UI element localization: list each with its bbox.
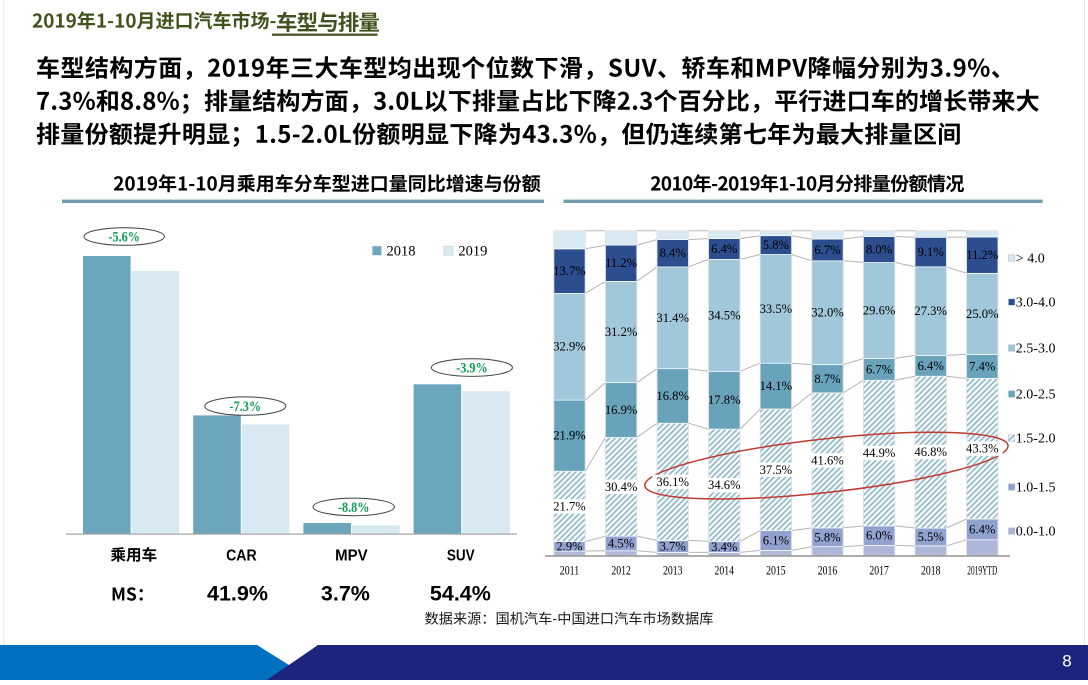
svg-text:2018: 2018 — [921, 563, 941, 578]
svg-text:34.5%: 34.5% — [708, 308, 741, 322]
svg-text:36.1%: 36.1% — [656, 475, 689, 489]
svg-text:1.5-2.0: 1.5-2.0 — [1016, 432, 1056, 447]
svg-text:> 4.0: > 4.0 — [1016, 252, 1045, 267]
svg-text:2.0-2.5: 2.0-2.5 — [1016, 388, 1056, 403]
svg-text:2016: 2016 — [818, 563, 838, 578]
svg-text:43.3%: 43.3% — [966, 442, 999, 456]
svg-text:-3.9%: -3.9% — [456, 361, 488, 377]
svg-text:3.7%: 3.7% — [321, 581, 370, 605]
svg-text:30.4%: 30.4% — [605, 480, 638, 494]
svg-text:2011: 2011 — [560, 563, 580, 578]
svg-text:41.6%: 41.6% — [811, 453, 844, 467]
svg-text:-7.3%: -7.3% — [230, 399, 262, 415]
svg-text:8.0%: 8.0% — [866, 243, 893, 257]
svg-text:6.1%: 6.1% — [763, 534, 790, 548]
svg-text:11.2%: 11.2% — [605, 256, 638, 270]
svg-text:6.4%: 6.4% — [711, 242, 738, 256]
svg-text:-8.8%: -8.8% — [338, 500, 370, 516]
svg-text:17.8%: 17.8% — [708, 393, 741, 407]
svg-text:2014: 2014 — [715, 563, 735, 578]
svg-text:2.5-3.0: 2.5-3.0 — [1016, 342, 1056, 357]
svg-text:0.0-1.0: 0.0-1.0 — [1016, 525, 1056, 540]
svg-text:6.4%: 6.4% — [969, 522, 996, 536]
svg-text:54.4%: 54.4% — [430, 581, 491, 605]
svg-text:21.9%: 21.9% — [553, 429, 586, 443]
svg-text:14.1%: 14.1% — [760, 379, 793, 393]
svg-text:34.6%: 34.6% — [708, 478, 741, 492]
svg-text:2015: 2015 — [766, 563, 786, 578]
svg-text:37.5%: 37.5% — [760, 463, 793, 477]
svg-text:5.8%: 5.8% — [763, 238, 790, 252]
svg-text:2017: 2017 — [869, 563, 889, 578]
svg-text:5.5%: 5.5% — [918, 530, 945, 544]
svg-text:6.7%: 6.7% — [866, 362, 893, 376]
svg-text:29.6%: 29.6% — [863, 304, 896, 318]
svg-text:31.2%: 31.2% — [605, 325, 638, 339]
svg-text:2013: 2013 — [663, 563, 683, 578]
svg-text:3.4%: 3.4% — [711, 540, 738, 554]
svg-text:8: 8 — [1062, 652, 1071, 671]
svg-text:8.7%: 8.7% — [814, 372, 841, 386]
svg-text:16.9%: 16.9% — [605, 403, 638, 417]
svg-text:44.9%: 44.9% — [863, 446, 896, 460]
svg-text:6.0%: 6.0% — [866, 529, 893, 543]
svg-text:21.7%: 21.7% — [553, 499, 586, 513]
svg-text:-5.6%: -5.6% — [108, 230, 140, 246]
svg-text:8.4%: 8.4% — [660, 246, 687, 260]
svg-text:33.5%: 33.5% — [760, 302, 793, 316]
svg-text:16.8%: 16.8% — [656, 389, 689, 403]
svg-text:2018: 2018 — [387, 244, 416, 260]
svg-text:MPV: MPV — [335, 547, 368, 564]
svg-text:25.0%: 25.0% — [966, 307, 999, 321]
svg-text:2019YTD: 2019YTD — [967, 563, 997, 578]
svg-text:4.5%: 4.5% — [608, 537, 635, 551]
svg-text:32.9%: 32.9% — [553, 340, 586, 354]
svg-text:9.1%: 9.1% — [918, 245, 945, 259]
svg-text:3.7%: 3.7% — [660, 539, 687, 553]
svg-text:2012: 2012 — [611, 563, 631, 578]
svg-text:13.7%: 13.7% — [553, 264, 586, 278]
svg-text:5.8%: 5.8% — [814, 530, 841, 544]
svg-text:32.0%: 32.0% — [811, 306, 844, 320]
svg-text:2019: 2019 — [458, 244, 487, 260]
svg-text:31.4%: 31.4% — [656, 311, 689, 325]
svg-text:7.4%: 7.4% — [969, 359, 996, 373]
svg-text:3.0-4.0: 3.0-4.0 — [1016, 296, 1056, 311]
svg-text:41.9%: 41.9% — [207, 581, 268, 605]
svg-text:SUV: SUV — [447, 547, 475, 564]
svg-text:CAR: CAR — [226, 547, 257, 564]
svg-text:1.0-1.5: 1.0-1.5 — [1016, 481, 1056, 496]
svg-text:46.8%: 46.8% — [914, 445, 947, 459]
svg-text:6.7%: 6.7% — [814, 243, 841, 257]
svg-text:11.2%: 11.2% — [966, 248, 999, 262]
svg-text:6.4%: 6.4% — [918, 359, 945, 373]
svg-text:2.9%: 2.9% — [556, 539, 583, 553]
svg-text:27.3%: 27.3% — [914, 304, 947, 318]
